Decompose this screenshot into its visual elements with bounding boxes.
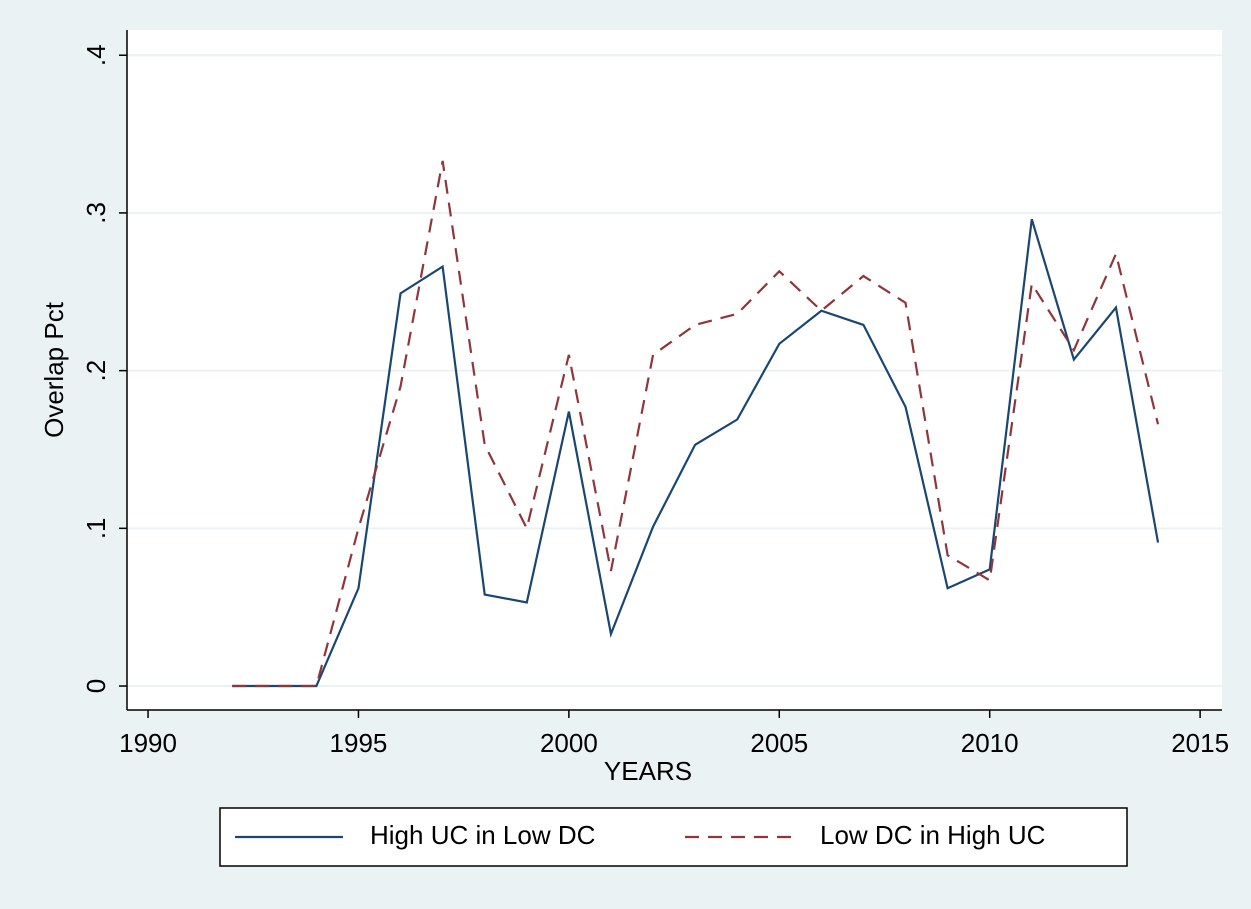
x-tick-label: 2010 bbox=[961, 728, 1019, 758]
x-tick-label: 1995 bbox=[330, 728, 388, 758]
x-tick-label: 2000 bbox=[540, 728, 598, 758]
y-tick-label: .1 bbox=[81, 517, 111, 539]
x-tick-label: 2005 bbox=[750, 728, 808, 758]
x-tick-label: 2015 bbox=[1171, 728, 1229, 758]
x-axis-title: YEARS bbox=[604, 756, 692, 786]
y-tick-label: .2 bbox=[81, 360, 111, 382]
line-series bbox=[232, 218, 1160, 688]
y-tick-label: 0 bbox=[81, 679, 111, 693]
x-tick-label: 1990 bbox=[119, 728, 177, 758]
y-axis-title: Overlap Pct bbox=[39, 301, 69, 438]
line-series bbox=[232, 160, 1160, 688]
legend-label: High UC in Low DC bbox=[370, 820, 595, 850]
y-tick-label: .3 bbox=[81, 202, 111, 224]
y-tick-label: .4 bbox=[81, 44, 111, 66]
legend-box bbox=[219, 807, 1128, 867]
legend-label: Low DC in High UC bbox=[820, 820, 1045, 850]
